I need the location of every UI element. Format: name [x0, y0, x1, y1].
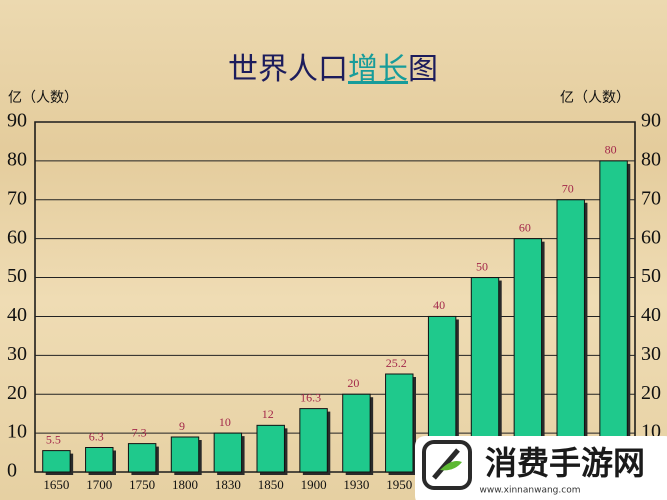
- y-tick-label: 10: [7, 421, 27, 443]
- y-tick-label: 90: [7, 110, 27, 132]
- bar: [599, 160, 628, 473]
- value-label: 5.5: [46, 432, 61, 446]
- watermark-name: 消费手游网: [485, 444, 645, 482]
- y-tick-label: 0: [7, 460, 17, 482]
- bar: [85, 447, 114, 473]
- chart-title: 世界人口增长图: [228, 52, 438, 87]
- x-tick-label: 1700: [86, 477, 112, 492]
- bar: [556, 199, 585, 473]
- y2-tick-label: 20: [641, 382, 661, 404]
- watermark-icon-leaf: [440, 461, 462, 471]
- watermark-url: www.xinnanwang.com: [480, 486, 581, 496]
- bar: [385, 373, 414, 473]
- value-label: 70: [562, 182, 574, 196]
- value-label: 60: [519, 220, 531, 234]
- watermark-box: [415, 436, 667, 500]
- y-tick-label: 70: [7, 187, 27, 209]
- value-label: 12: [262, 407, 274, 421]
- title-segment: 世界人口: [228, 52, 348, 87]
- bar: [256, 424, 285, 473]
- bar: [127, 443, 157, 473]
- bar: [42, 450, 71, 473]
- y2-tick-label: 60: [641, 226, 661, 248]
- title-segment: 增长: [348, 52, 408, 87]
- y2-tick-label: 80: [641, 148, 661, 170]
- value-label: 10: [219, 415, 231, 429]
- value-label: 9: [179, 419, 185, 433]
- value-label: 50: [476, 259, 488, 273]
- watermark-icon-stroke: [432, 448, 460, 480]
- x-tick-label: 1650: [43, 477, 69, 492]
- y2-tick-label: 50: [641, 265, 661, 287]
- x-tick-label: 1950: [386, 477, 412, 492]
- y-tick-label: 60: [7, 226, 27, 248]
- value-label: 16.3: [300, 390, 321, 404]
- value-label: 80: [605, 143, 617, 157]
- x-tick-label: 1750: [129, 477, 155, 492]
- y-tick-label: 80: [7, 148, 27, 170]
- x-tick-label: 1900: [301, 477, 327, 492]
- value-label: 7.3: [132, 425, 147, 439]
- bar: [513, 238, 543, 473]
- bar: [342, 393, 371, 473]
- bar: [170, 436, 200, 473]
- value-label: 20: [347, 376, 359, 390]
- y2-axis-label: 亿（人数）: [560, 90, 630, 106]
- value-label: 6.3: [89, 429, 104, 443]
- y2-tick-label: 40: [641, 304, 661, 326]
- value-label: 40: [433, 298, 445, 312]
- y2-tick-label: 70: [641, 187, 661, 209]
- x-tick-label: 1850: [258, 477, 284, 492]
- y-tick-label: 40: [7, 304, 27, 326]
- y2-tick-label: 90: [641, 110, 661, 132]
- y-tick-label: 50: [7, 265, 27, 287]
- value-label: 25.2: [386, 356, 407, 370]
- y-axis-label: 亿（人数）: [8, 90, 78, 106]
- x-tick-label: 1830: [215, 477, 241, 492]
- bar: [299, 408, 328, 473]
- y2-tick-label: 30: [641, 343, 661, 365]
- x-tick-label: 1800: [172, 477, 198, 492]
- bar: [213, 432, 243, 473]
- watermark: 消费手游网 www.xinnanwang.com: [415, 436, 667, 500]
- x-tick-label: 1930: [343, 477, 369, 492]
- title-segment: 图: [408, 52, 438, 87]
- y-tick-label: 30: [7, 343, 27, 365]
- y-tick-label: 20: [7, 382, 27, 404]
